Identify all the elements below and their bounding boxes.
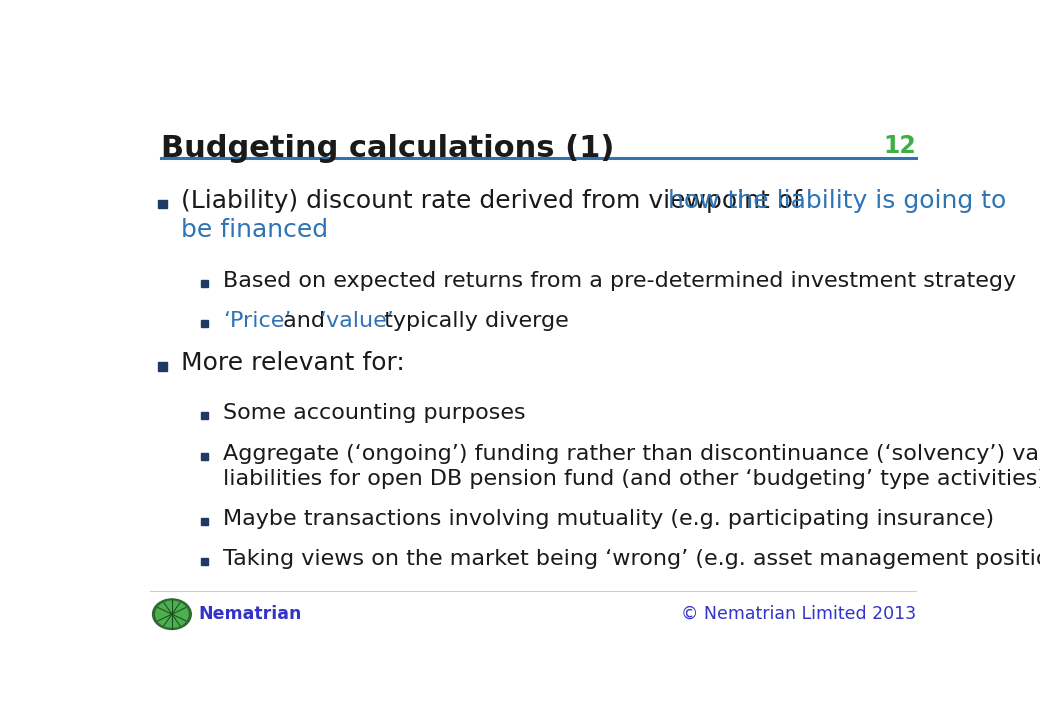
Text: More relevant for:: More relevant for: (181, 351, 405, 376)
Text: how the liability is going to: how the liability is going to (668, 189, 1007, 213)
Bar (202, 280, 208, 287)
Text: ‘value’: ‘value’ (319, 311, 394, 331)
Text: liabilities for open DB pension fund (and other ‘budgeting’ type activities): liabilities for open DB pension fund (an… (223, 469, 1040, 490)
Bar (202, 558, 208, 565)
Text: Maybe transactions involving mutuality (e.g. participating insurance): Maybe transactions involving mutuality (… (223, 509, 994, 529)
Bar (158, 362, 166, 371)
Bar (202, 453, 208, 459)
Text: be financed: be financed (181, 218, 328, 242)
Text: ‘Price’: ‘Price’ (223, 311, 291, 331)
Text: Taking views on the market being ‘wrong’ (e.g. asset management position taking): Taking views on the market being ‘wrong’… (223, 549, 1040, 570)
Bar (202, 518, 208, 525)
Bar (202, 320, 208, 327)
Text: Aggregate (‘ongoing’) funding rather than discontinuance (‘solvency’) valuation : Aggregate (‘ongoing’) funding rather tha… (223, 444, 1040, 464)
Text: Based on expected returns from a pre-determined investment strategy: Based on expected returns from a pre-det… (223, 271, 1016, 291)
Text: typically diverge: typically diverge (378, 311, 569, 331)
Bar (158, 199, 166, 208)
Text: 12: 12 (883, 133, 916, 158)
Text: Some accounting purposes: Some accounting purposes (223, 403, 525, 423)
Ellipse shape (153, 599, 191, 629)
Ellipse shape (156, 601, 188, 627)
Text: Nematrian: Nematrian (199, 606, 302, 624)
Text: Budgeting calculations (1): Budgeting calculations (1) (160, 133, 614, 163)
Text: and: and (276, 311, 332, 331)
Bar (202, 413, 208, 419)
Text: © Nematrian Limited 2013: © Nematrian Limited 2013 (681, 606, 916, 624)
Text: (Liability) discount rate derived from viewpoint of: (Liability) discount rate derived from v… (181, 189, 810, 213)
